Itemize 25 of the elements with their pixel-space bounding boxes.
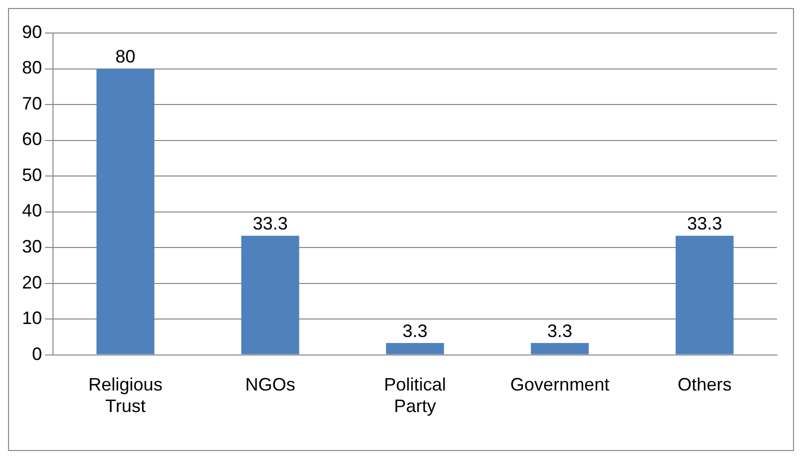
bar	[386, 343, 444, 354]
bar	[96, 68, 154, 354]
y-tick-label: 40	[22, 200, 42, 221]
bar	[676, 236, 734, 354]
x-tick-label: Government	[510, 374, 610, 395]
x-tick-label: Others	[678, 374, 732, 395]
x-tick-label: Religious Trust	[88, 374, 162, 416]
x-tick-label: Political Party	[384, 374, 446, 416]
data-label: 3.3	[402, 320, 428, 341]
data-label: 80	[115, 46, 136, 67]
bar	[241, 236, 300, 354]
y-tick-label: 50	[22, 164, 42, 185]
data-label: 33.3	[687, 214, 722, 234]
y-tick-label: 20	[22, 272, 42, 292]
y-tick-label: 10	[22, 308, 42, 328]
bar	[530, 343, 589, 354]
y-tick-label: 30	[22, 236, 42, 256]
y-tick-label: 80	[22, 58, 42, 78]
x-tick-label: NGOs	[245, 374, 296, 395]
y-tick-label: 60	[22, 129, 42, 150]
y-tick-label: 70	[22, 93, 42, 114]
y-tick-label: 0	[32, 344, 42, 364]
y-tick-label: 90	[22, 22, 42, 42]
data-label: 33.3	[252, 214, 288, 234]
data-label: 3.3	[547, 320, 572, 341]
